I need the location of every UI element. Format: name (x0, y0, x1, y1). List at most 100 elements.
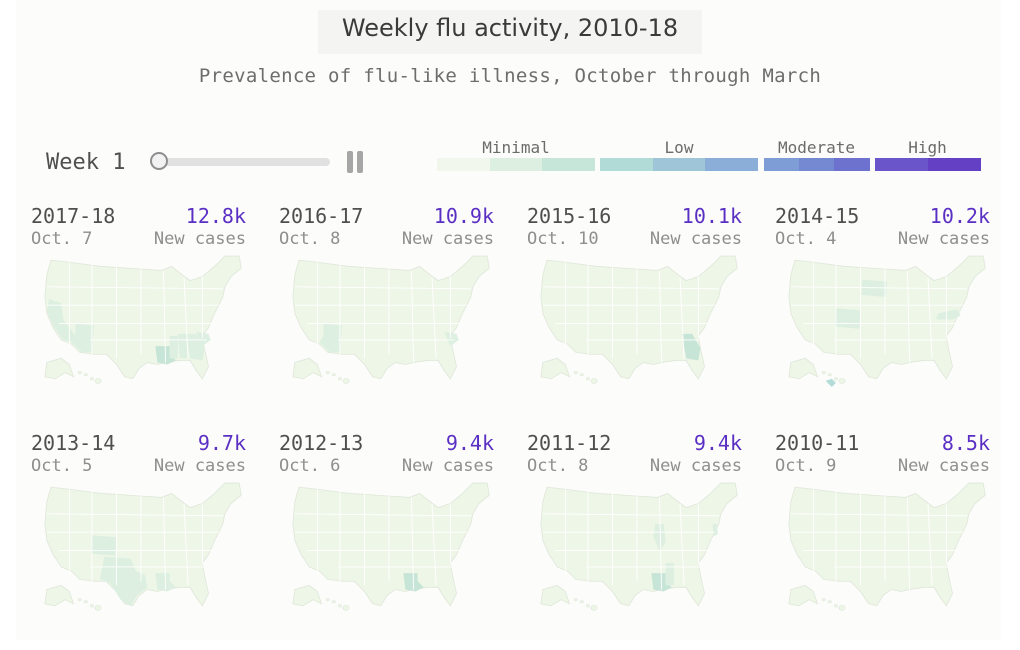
hawaii-island (77, 371, 82, 375)
hawaii-island (331, 600, 336, 604)
hawaii-island (821, 598, 826, 602)
state-border (46, 513, 223, 517)
us-map (788, 255, 986, 387)
state-co[interactable] (834, 308, 861, 329)
state-border (542, 513, 719, 517)
legend-swatch-minimal-2 (542, 158, 596, 171)
hawaii-island (573, 598, 578, 602)
hawaii-island (590, 378, 598, 384)
hawaii-island (77, 598, 82, 602)
hawaii-island (585, 604, 590, 608)
state-ak[interactable] (540, 584, 571, 607)
hawaii-island (838, 378, 846, 384)
hawaii-island (833, 604, 838, 608)
state-ak[interactable] (292, 357, 323, 380)
case-count: 9.4k (693, 431, 742, 455)
state-border (411, 270, 415, 363)
hawaii-island (838, 605, 846, 611)
new-cases-label: New cases (897, 229, 990, 249)
state-border (927, 276, 933, 359)
pause-icon (347, 151, 353, 173)
state-az[interactable] (71, 323, 94, 353)
state-ak[interactable] (788, 584, 819, 607)
week-date: Oct. 6 (279, 456, 341, 476)
us-map (788, 482, 986, 611)
state-ak[interactable] (788, 357, 819, 380)
state-border (907, 497, 911, 590)
us-map (44, 482, 242, 611)
state-ga[interactable] (186, 333, 205, 361)
state-ca[interactable] (46, 299, 76, 342)
legend-label-low: Low (664, 138, 694, 157)
hawaii-island (89, 604, 94, 608)
state-ak[interactable] (292, 584, 323, 607)
hawaii-island (94, 378, 102, 384)
state-nj[interactable] (712, 524, 718, 537)
season-panel: 2014-15 10.2k Oct. 4 New cases (775, 204, 990, 404)
season-label: 2011-12 (527, 431, 612, 455)
case-count: 9.4k (445, 431, 494, 455)
state-border (46, 286, 223, 290)
chart-title: Weekly flu activity, 2010-18 (341, 14, 679, 42)
hawaii-island (833, 377, 838, 381)
case-count: 10.2k (929, 204, 990, 228)
state-border (907, 270, 911, 363)
hawaii-island (337, 377, 342, 381)
new-cases-label: New cases (897, 456, 990, 476)
state-ak[interactable] (540, 357, 571, 380)
us-map (292, 255, 490, 384)
state-border (163, 497, 167, 590)
us-map (44, 255, 242, 384)
us-map-outline (44, 255, 242, 380)
state-ak[interactable] (44, 584, 75, 607)
state-il[interactable] (653, 524, 666, 551)
state-border (542, 286, 719, 290)
title-background (318, 10, 702, 54)
state-sc[interactable] (196, 331, 211, 347)
us-map-outline (540, 255, 738, 380)
state-border (163, 270, 167, 363)
state-tx[interactable] (100, 556, 148, 606)
week-slider-thumb[interactable] (150, 152, 168, 170)
state-border (679, 503, 685, 586)
state-sd[interactable] (861, 279, 888, 297)
week-date: Oct. 10 (527, 229, 599, 249)
us-map (540, 255, 738, 384)
state-ak[interactable] (44, 357, 75, 380)
state-ms[interactable] (665, 562, 674, 586)
season-label: 2017-18 (31, 204, 116, 228)
new-cases-label: New cases (649, 456, 742, 476)
us-map-outline (292, 255, 490, 380)
us-map-outline (788, 255, 986, 380)
week-date: Oct. 4 (775, 229, 837, 249)
us-map-outline (44, 482, 242, 607)
state-ms[interactable] (169, 335, 178, 359)
hawaii-island (325, 371, 330, 375)
week-label: Week 1 (46, 150, 126, 175)
state-az[interactable] (319, 323, 342, 353)
chart-subtitle: Prevalence of flu-like illness, October … (198, 65, 822, 87)
legend-swatch-high-0 (875, 158, 928, 171)
hawaii-island (573, 371, 578, 375)
hawaii-island (83, 600, 88, 604)
new-cases-label: New cases (649, 229, 742, 249)
state-border (294, 513, 471, 517)
week-date: Oct. 8 (279, 229, 341, 249)
state-ga[interactable] (682, 333, 701, 361)
week-slider-track[interactable] (160, 158, 330, 166)
legend-swatch-low-2 (705, 158, 759, 171)
new-cases-label: New cases (153, 229, 246, 249)
state-va[interactable] (936, 309, 961, 320)
new-cases-label: New cases (401, 229, 494, 249)
us-map-outline (540, 482, 738, 607)
state-co[interactable] (90, 535, 117, 556)
legend-swatch-minimal-1 (489, 158, 543, 171)
state-border (294, 286, 471, 290)
state-border (183, 276, 189, 359)
pause-button[interactable] (347, 151, 365, 173)
state-border (790, 286, 967, 290)
hawaii-island (821, 371, 826, 375)
state-sc[interactable] (444, 331, 459, 347)
state-border (659, 497, 663, 590)
state-hi[interactable] (825, 378, 836, 387)
